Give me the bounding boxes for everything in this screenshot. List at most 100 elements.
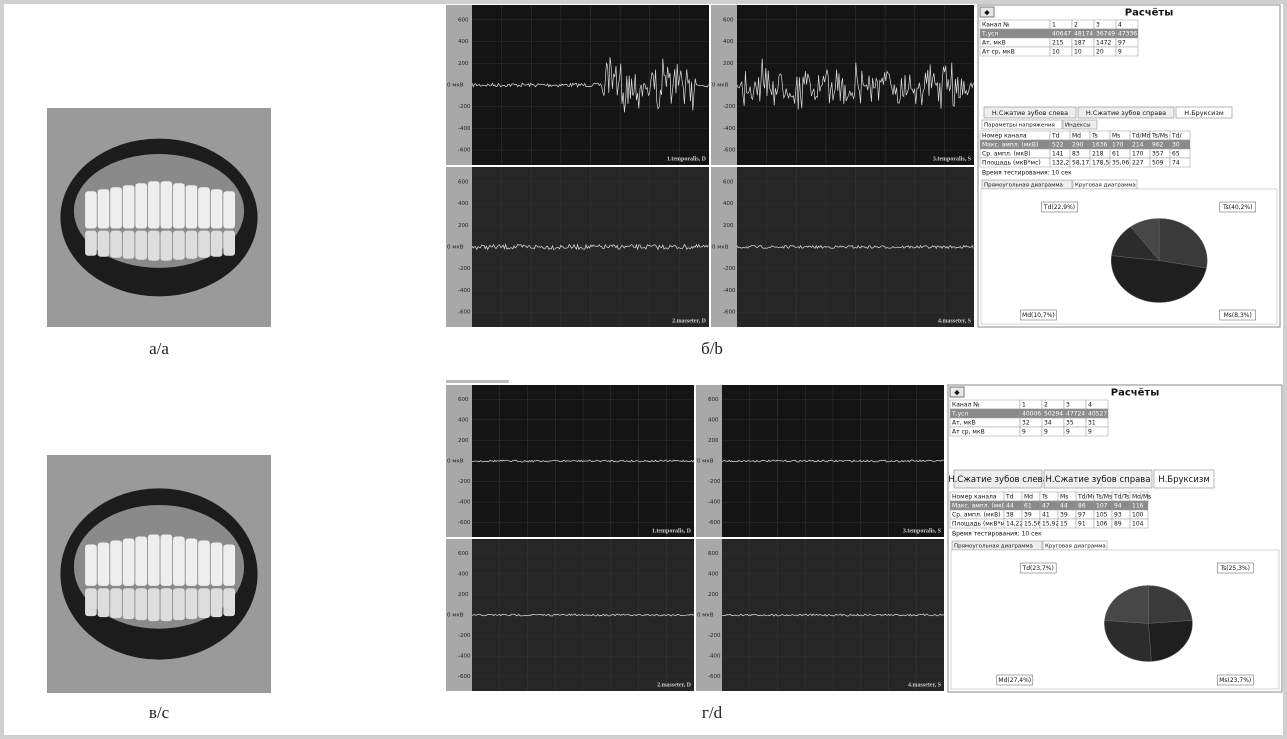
- tooth: [185, 185, 198, 229]
- channel-label: 4.masseter, S: [938, 318, 972, 324]
- cell-text: 1636: [1092, 142, 1107, 149]
- y-tick-label: -400: [458, 654, 471, 660]
- cell-text: Т,усл: [981, 31, 998, 38]
- cell-text: 44: [1006, 503, 1014, 510]
- cell-text: 10: [1052, 49, 1060, 56]
- tooth: [97, 588, 110, 618]
- pie-tab-label: Прямоугольная диаграмма: [984, 183, 1063, 189]
- caption: в/с: [149, 703, 170, 722]
- y-tick-label: 400: [708, 417, 719, 423]
- tooth: [185, 588, 198, 620]
- cell-text: 93: [1114, 512, 1122, 519]
- y-tick-label: 600: [708, 397, 719, 403]
- tooth: [85, 544, 97, 586]
- y-tick-label: -200: [708, 479, 721, 485]
- emg-trace: [471, 613, 695, 617]
- y-tick-label: -600: [458, 674, 471, 680]
- button-label: ◆: [954, 389, 960, 397]
- tooth: [173, 183, 185, 229]
- y-tick-label: 400: [458, 571, 469, 577]
- button-label: ◆: [984, 9, 990, 17]
- tooth: [85, 191, 97, 229]
- cell-text: 31: [1088, 420, 1096, 427]
- cell-text: 86: [1078, 503, 1086, 510]
- cell-text: Канал №: [952, 402, 980, 409]
- cell-text: 104: [1132, 521, 1144, 528]
- results-title: Расчёты: [1125, 7, 1174, 19]
- channel-label: 3.temporalis, S: [903, 528, 942, 534]
- cell-text: Ат ср, мкВ: [982, 49, 1015, 56]
- cell-text: Ms: [1112, 133, 1120, 140]
- tooth: [85, 588, 97, 617]
- tooth: [97, 230, 110, 257]
- cell-text: 9: [1022, 429, 1026, 436]
- tooth: [223, 191, 236, 229]
- pie-slice: [1148, 620, 1193, 662]
- tab-label: Н.Сжатие зубов слева: [992, 109, 1068, 117]
- y-tick-label: 200: [708, 438, 719, 444]
- y-tick-label: 0 мкВ: [712, 83, 729, 89]
- tooth: [147, 181, 160, 229]
- tooth: [160, 534, 173, 586]
- y-tick-label: -600: [458, 520, 471, 526]
- pie-label: Ts(25,3%): [1219, 565, 1250, 572]
- cell-text: Md/Ms: [1132, 494, 1151, 501]
- cell-text: Td/Md: [1131, 133, 1151, 140]
- cell-text: 170: [1112, 142, 1124, 149]
- cell-text: 97: [1078, 512, 1086, 519]
- axis-strip: [696, 539, 722, 691]
- axis-strip: [446, 539, 472, 691]
- y-tick-label: -400: [458, 126, 471, 132]
- tooth: [147, 230, 160, 261]
- pie-label: Ms(8,3%): [1224, 312, 1252, 319]
- y-tick-label: -600: [708, 520, 721, 526]
- y-tick-label: 600: [458, 179, 469, 185]
- pie-label-box: [1216, 562, 1254, 574]
- cell-text: 36749: [1096, 31, 1115, 38]
- pie-slice: [1104, 620, 1152, 662]
- pie-tab-label: Прямоугольная диаграмма: [954, 544, 1033, 550]
- tooth: [173, 536, 185, 586]
- y-tick-label: -600: [458, 310, 471, 316]
- cell-text: Md: [1024, 494, 1033, 501]
- y-tick-label: -600: [723, 310, 736, 316]
- y-tick-label: -400: [708, 500, 721, 506]
- cell-text: 65: [1172, 151, 1180, 158]
- cell: [1085, 426, 1109, 437]
- axis-strip: [711, 167, 737, 327]
- y-tick-label: 400: [458, 201, 469, 207]
- tooth: [210, 542, 223, 586]
- cell-text: Ts: [1041, 494, 1048, 501]
- y-tick-label: -200: [458, 266, 471, 272]
- button: [949, 386, 965, 398]
- pie-label: Td(23,7%): [1022, 565, 1054, 572]
- pie-label: Td(22,9%): [1043, 204, 1075, 211]
- tooth: [223, 544, 236, 586]
- cell: [1129, 518, 1149, 529]
- pie-label-box: [1219, 309, 1256, 321]
- y-tick-label: 0 мкВ: [447, 83, 464, 89]
- y-tick-label: -400: [458, 288, 471, 294]
- cell-text: 1: [1052, 22, 1056, 29]
- cell-text: 61: [1024, 503, 1032, 510]
- tab-label: Н.Бруксизм: [1184, 109, 1224, 117]
- y-tick-label: -200: [723, 266, 736, 272]
- tooth: [185, 538, 198, 586]
- cell-text: 58,17: [1072, 160, 1089, 167]
- cell-text: 10: [1074, 49, 1082, 56]
- tab: [953, 469, 1043, 489]
- cell-text: 218: [1092, 151, 1104, 158]
- cell-text: 30: [1172, 142, 1180, 149]
- axis-strip: [446, 385, 472, 537]
- tooth: [185, 230, 198, 259]
- y-tick-label: 0 мкВ: [447, 613, 464, 619]
- axis-strip: [711, 5, 737, 165]
- cell-text: Ts/Ms: [1151, 133, 1168, 140]
- cell-text: 35,06: [1112, 160, 1129, 167]
- tooth: [173, 230, 185, 260]
- tab: [1153, 469, 1215, 489]
- y-tick-label: -200: [723, 104, 736, 110]
- caption: г/d: [702, 703, 723, 722]
- cell-text: 522: [1052, 142, 1064, 149]
